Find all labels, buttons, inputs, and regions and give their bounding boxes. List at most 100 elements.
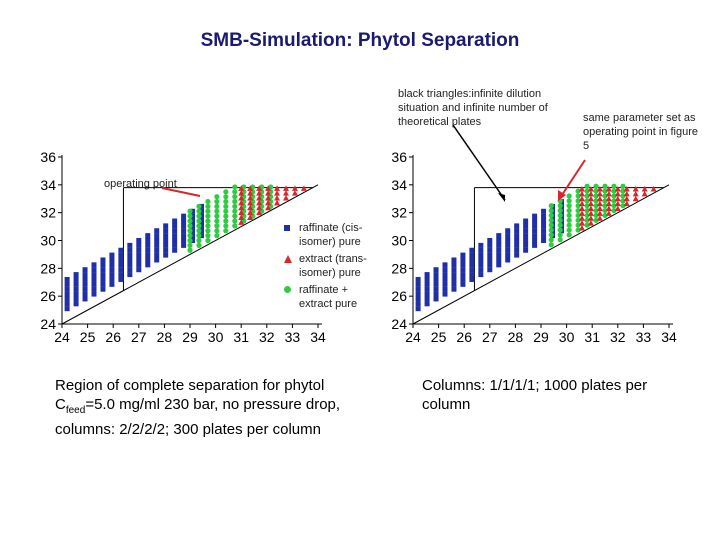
- left-plot-both-point: [223, 223, 229, 229]
- left-plot-raffinate-point: [136, 257, 142, 263]
- left-plot-both-point: [196, 223, 202, 229]
- left-plot-raffinate-point: [145, 242, 151, 248]
- right-plot-raffinate-point: [532, 218, 538, 224]
- right-plot-x-tick-label: 33: [636, 329, 652, 345]
- left-plot-both-point: [187, 237, 193, 244]
- right-plot-both-point: [557, 217, 563, 223]
- caption-left: Region of complete separation for phytol…: [55, 376, 355, 439]
- right-plot-raffinate-point: [415, 286, 421, 292]
- left-plot-raffinate-point: [100, 281, 106, 287]
- right-plot-raffinate-point: [496, 238, 502, 243]
- same-parameters-arrow: [559, 159, 586, 199]
- left-plot-raffinate-point: [100, 272, 106, 278]
- left-plot-raffinate-point: [100, 267, 106, 273]
- right-plot-raffinate-point: [478, 267, 484, 273]
- right-plot-extract-point: [623, 200, 630, 207]
- left-plot-raffinate-point: [118, 267, 124, 273]
- right-plot-x-tick-label: 31: [584, 329, 600, 345]
- right-plot-both-point: [584, 193, 590, 199]
- right-plot-y-tick-label: 32: [391, 205, 407, 221]
- right-plot-both-point: [620, 188, 626, 194]
- left-plot-extract-point: [247, 204, 254, 211]
- right-plot-raffinate-point: [424, 291, 430, 297]
- right-plot-x-tick-label: 26: [456, 329, 472, 345]
- right-plot-raffinate-point: [469, 272, 475, 278]
- right-plot-extract-point: [641, 186, 648, 192]
- right-plot-both-point: [611, 203, 617, 209]
- caption-left-pre: Region of complete separation for phytol…: [55, 377, 325, 413]
- right-plot-raffinate-point: [496, 262, 502, 268]
- left-plot-raffinate-point: [82, 267, 88, 273]
- left-plot-both-point: [232, 198, 238, 205]
- left-plot-raffinate-point: [172, 223, 178, 229]
- left-plot-extract-point: [238, 209, 245, 216]
- right-plot-raffinate-point: [424, 301, 430, 307]
- left-plot-both-point: [205, 223, 211, 229]
- right-plot-both-point: [557, 203, 563, 209]
- right-plot-raffinate-point: [415, 306, 421, 312]
- right-plot-extract-point: [596, 210, 603, 216]
- right-plot-both-point: [566, 212, 572, 219]
- left-plot-both-point: [205, 203, 211, 210]
- left-plot-raffinate-point: [145, 262, 151, 268]
- right-plot-both-point: [611, 207, 617, 214]
- right-plot-y-tick-label: 24: [391, 316, 407, 332]
- left-plot-raffinate-point: [163, 238, 169, 243]
- left-plot-raffinate-point: [172, 242, 178, 248]
- right-plot-extract-point: [632, 186, 639, 192]
- right-plot-raffinate-point: [532, 223, 538, 229]
- left-plot-both-point: [223, 194, 229, 200]
- left-plot-raffinate-point: [154, 228, 160, 234]
- left-plot-raffinate-point: [154, 238, 160, 243]
- right-plot-extract-point: [578, 215, 585, 221]
- right-plot-extract-point: [596, 205, 603, 211]
- left-plot-raffinate-point: [181, 238, 187, 243]
- left-plot-raffinate-point: [127, 242, 133, 248]
- right-plot-raffinate-point: [478, 272, 484, 278]
- left-plot-raffinate-point: [82, 281, 88, 287]
- right-plot-raffinate-point: [487, 252, 493, 258]
- right-plot-both-point: [548, 222, 554, 228]
- right-plot-raffinate-point: [514, 228, 520, 234]
- right-plot-extract-point: [605, 195, 612, 202]
- right-plot-raffinate-point: [478, 257, 484, 263]
- left-plot-raffinate-point: [154, 252, 160, 258]
- left-plot-both-point: [205, 218, 211, 224]
- right-plot-both-point: [548, 203, 554, 209]
- square-marker-icon: [284, 225, 290, 231]
- left-plot-extract-point: [238, 190, 245, 196]
- right-plot-raffinate-point: [514, 252, 520, 258]
- page-title: SMB-Simulation: Phytol Separation: [200, 30, 520, 51]
- right-plot-raffinate-point: [478, 242, 484, 248]
- right-plot-raffinate-point: [469, 262, 475, 268]
- left-plot-raffinate-point: [181, 233, 187, 239]
- left-plot-both-point: [214, 194, 220, 200]
- right-plot-both-point: [557, 207, 563, 214]
- right-plot-raffinate-point: [415, 291, 421, 297]
- left-plot-raffinate-point: [100, 286, 106, 292]
- right-plot-raffinate-point: [433, 286, 439, 292]
- left-plot-raffinate-point: [91, 276, 97, 282]
- right-plot-both-point: [566, 227, 572, 233]
- left-plot-both-point: [187, 242, 193, 248]
- right-plot-raffinate-point: [433, 267, 439, 273]
- right-plot-extract-point: [623, 195, 630, 202]
- right-plot-both-point: [620, 203, 626, 209]
- right-plot-extract-point: [587, 190, 594, 197]
- right-plot-extract-point: [587, 205, 594, 211]
- right-plot-raffinate-point: [523, 218, 529, 224]
- left-plot-raffinate-point: [109, 257, 115, 263]
- left-plot-both-point: [214, 213, 220, 219]
- left-plot-raffinate-point: [154, 233, 160, 239]
- left-plot-both-point: [196, 203, 202, 210]
- right-plot-both-point: [575, 203, 581, 209]
- left-plot-raffinate-point: [100, 276, 106, 282]
- right-plot-raffinate-point: [469, 267, 475, 273]
- left-plot-raffinate-point: [136, 247, 142, 253]
- left-plot-y-tick-label: 32: [40, 205, 56, 221]
- right-plot-extract-point: [578, 190, 585, 197]
- right-plot-both-point: [611, 183, 617, 189]
- left-plot-raffinate-point: [163, 223, 169, 229]
- right-plot-extract-point: [605, 186, 612, 192]
- left-plot-raffinate-point: [82, 296, 88, 302]
